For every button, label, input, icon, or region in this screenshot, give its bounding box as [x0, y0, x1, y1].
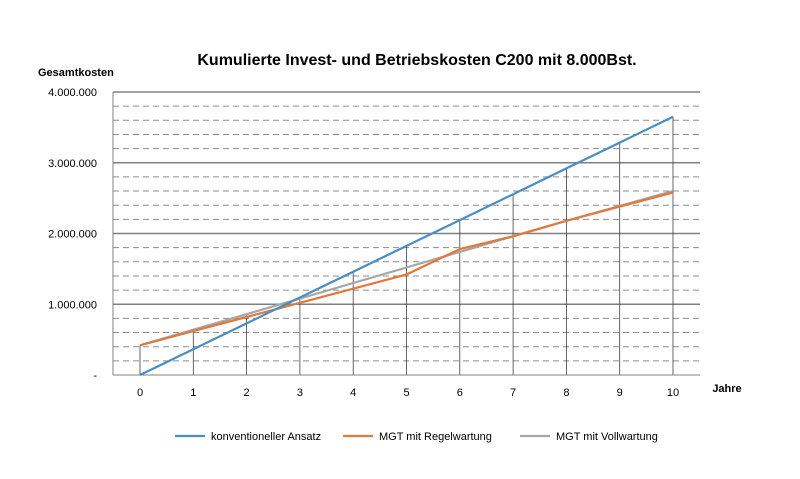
x-tick-label: 1	[190, 387, 196, 399]
x-tick-label: 7	[510, 387, 516, 399]
x-tick-label: 2	[244, 387, 250, 399]
legend: konventioneller Ansatz MGT mit Regelwartu…	[175, 431, 658, 443]
legend-label: konventioneller Ansatz	[211, 431, 321, 443]
legend-item: konventioneller Ansatz	[175, 431, 321, 443]
legend-label: MGT mit Vollwartung	[556, 431, 658, 443]
y-tick-label: -	[93, 370, 97, 382]
y-tick-label: 3.000.000	[48, 158, 97, 170]
legend-label: MGT mit Regelwartung	[379, 431, 492, 443]
x-tick-label: 9	[617, 387, 623, 399]
x-tick-label: 10	[667, 387, 679, 399]
x-tick-label: 3	[297, 387, 303, 399]
x-axis-title: Jahre	[712, 383, 741, 395]
tick-labels: - 1.000.000 2.000.000 3.000.000 4.000.000 0 1 2…	[48, 87, 679, 399]
y-tick-label: 2.000.000	[48, 229, 97, 241]
x-tick-label: 5	[403, 387, 409, 399]
y-tick-label: 1.000.000	[48, 299, 97, 311]
x-tick-label: 8	[563, 387, 569, 399]
grid	[113, 91, 700, 375]
chart-title: Kumulierte Invest- und Betriebskosten C2…	[197, 52, 636, 69]
y-axis-title: Gesamtkosten	[38, 67, 114, 79]
series-line-1	[139, 191, 674, 347]
legend-item: MGT mit Regelwartung	[343, 431, 492, 443]
x-tick-label: 4	[350, 387, 356, 399]
axes	[112, 92, 700, 376]
x-tick-label: 6	[457, 387, 463, 399]
y-tick-label: 4.000.000	[48, 87, 97, 99]
legend-item: MGT mit Vollwartung	[520, 431, 658, 443]
x-tick-label: 0	[137, 387, 143, 399]
series-lines	[139, 115, 674, 376]
series-line-0	[139, 115, 674, 376]
